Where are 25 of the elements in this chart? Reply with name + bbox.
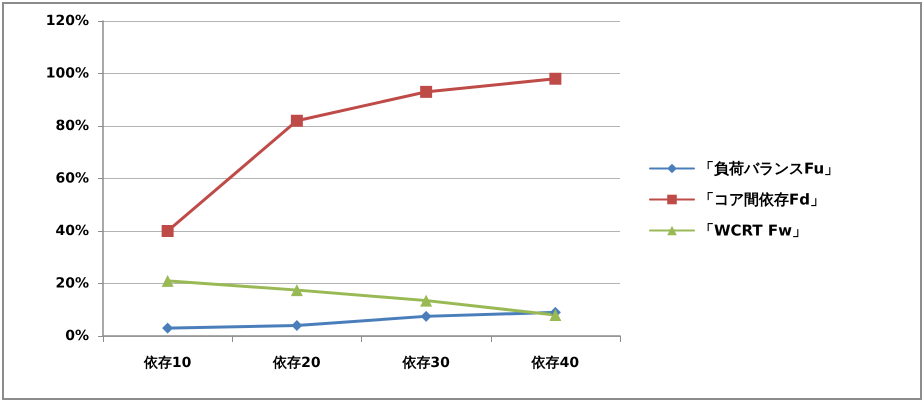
y-tick-label: 80% — [55, 118, 89, 134]
y-tick-label: 120% — [46, 13, 89, 29]
x-tick-label: 依存10 — [142, 355, 192, 371]
point — [290, 114, 303, 127]
point — [420, 86, 432, 98]
point — [420, 294, 432, 307]
x-tick-label: 依存20 — [272, 355, 321, 371]
x-tick-label: 依存40 — [530, 355, 580, 371]
x-tick-label: 依存30 — [401, 355, 450, 371]
legend-label: 「WCRT Fw」 — [699, 222, 807, 240]
legend-label: 「負荷バランスFu」 — [699, 160, 840, 178]
y-tick-label: 40% — [55, 223, 89, 239]
point — [549, 309, 562, 321]
point — [420, 310, 432, 322]
point — [290, 284, 303, 296]
point — [162, 225, 174, 237]
y-tick-label: 100% — [46, 66, 89, 82]
y-tick-label: 20% — [55, 276, 89, 292]
point — [549, 72, 562, 85]
point — [291, 320, 302, 331]
point — [162, 322, 174, 334]
y-tick-label: 0% — [65, 328, 89, 344]
legend-label: 「コア間依存Fd」 — [699, 190, 825, 208]
y-tick-label: 60% — [55, 170, 89, 186]
point — [162, 274, 174, 287]
